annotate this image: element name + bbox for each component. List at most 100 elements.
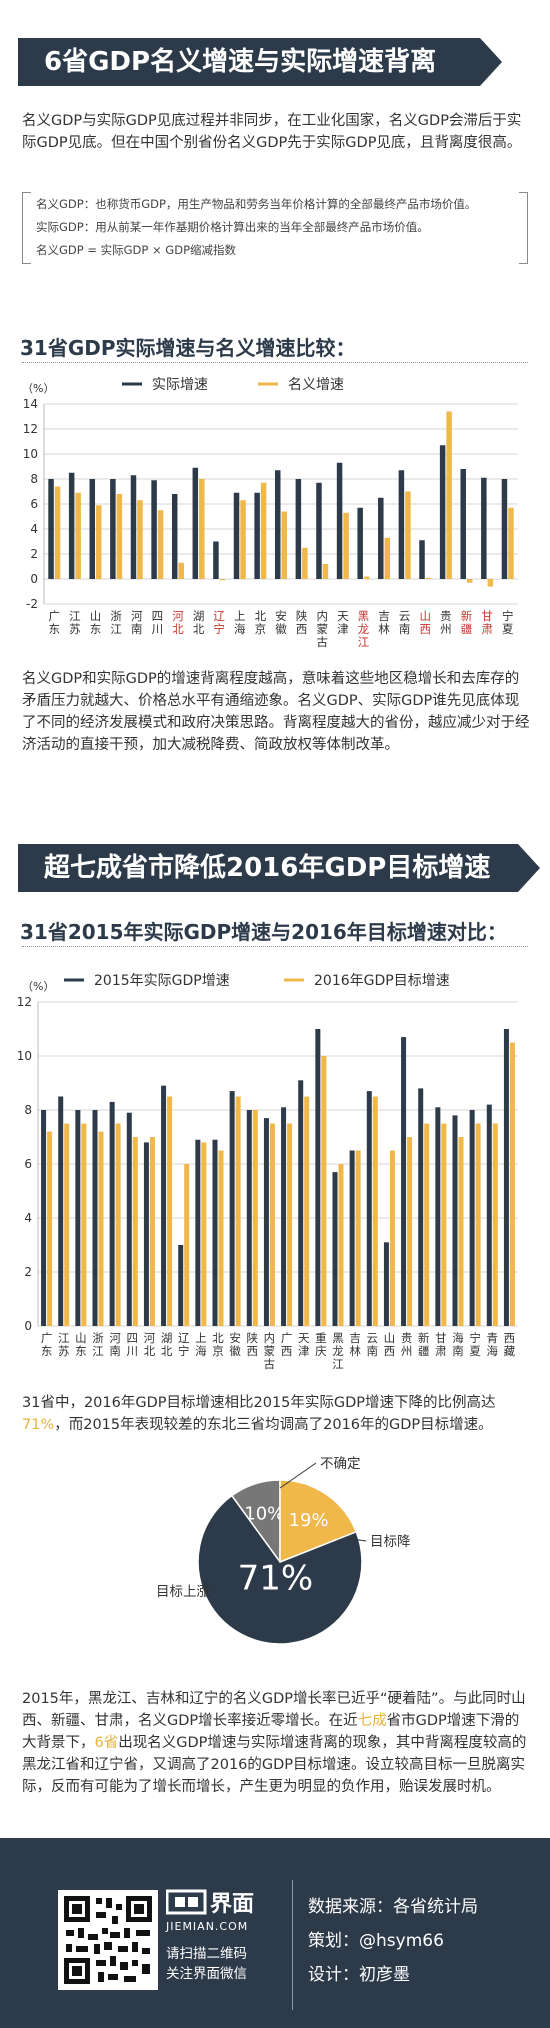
bar-b: [219, 579, 226, 581]
x-tick-label: 河北: [172, 609, 184, 636]
bar-a: [246, 1110, 252, 1326]
bar-b: [407, 1137, 413, 1326]
bar-a: [143, 1142, 149, 1326]
bar-b: [75, 492, 81, 579]
bar-b: [338, 1164, 344, 1326]
x-tick-label: 宁夏: [469, 1331, 481, 1358]
y-tick-label: 8: [24, 1103, 32, 1117]
bar-b: [287, 1123, 293, 1326]
bar-a: [469, 1110, 475, 1326]
x-tick-label: 河南: [109, 1331, 121, 1358]
definition-box: 名义GDP：也称货币GDP，用生产物品和劳务当年价格计算的全部最终产品市场价值。…: [22, 192, 528, 264]
bracket-left: [22, 192, 31, 264]
bar-b: [260, 482, 267, 579]
bar-b: [446, 411, 452, 579]
y-axis-unit: （%）: [22, 980, 54, 993]
bar-b: [508, 507, 514, 579]
x-tick-label: 重庆: [315, 1331, 327, 1358]
section2-paragraph1: 31省中，2016年GDP目标增速相比2015年实际GDP增速下降的比例高达 71…: [22, 1392, 530, 1436]
y-tick-label: 2: [30, 547, 38, 561]
bar-a: [298, 1080, 304, 1326]
y-tick-label: 12: [23, 422, 38, 436]
pie-category-label: 目标降低: [370, 1534, 410, 1550]
bar-a: [75, 1110, 81, 1326]
legend-label: 2016年GDP目标增速: [314, 973, 450, 989]
pie-slice: [279, 1479, 358, 1564]
x-tick-label: 海南: [452, 1331, 464, 1358]
bar-a: [439, 445, 446, 579]
x-tick-label: 新疆: [461, 609, 473, 636]
y-tick-label: 0: [24, 1319, 32, 1333]
x-tick-label: 黑龙江: [332, 1331, 344, 1371]
qr-code[interactable]: [58, 1890, 158, 1990]
bar-a: [275, 470, 281, 579]
p1-highlight: 71%: [22, 1417, 55, 1433]
bar-b: [64, 1123, 70, 1326]
p2-text-c: 出现名义GDP增速与实际增速背离的现象，其中背离程度较高的黑龙江省和辽宁省，又调…: [22, 1735, 527, 1795]
bar-b: [389, 1150, 395, 1326]
bar-b: [343, 512, 349, 579]
footer-divider: [292, 1880, 293, 2010]
bar-a: [151, 480, 157, 579]
bar-b: [424, 1123, 430, 1326]
bar-a: [110, 479, 116, 579]
bar-b: [149, 1137, 155, 1326]
bar-b: [425, 577, 432, 579]
y-tick-label: 14: [23, 397, 38, 411]
x-tick-label: 浙江: [110, 609, 122, 636]
footer-scan-line: 请扫描二维码: [166, 1946, 247, 1962]
bar-a: [486, 1104, 492, 1326]
y-tick-label: 10: [18, 1049, 32, 1063]
bar-a: [418, 1088, 424, 1326]
x-tick-label: 宁夏: [502, 609, 514, 636]
x-tick-label: 甘肃: [481, 609, 493, 636]
pie-value-label: 19%: [289, 1510, 329, 1531]
bar-a: [178, 1245, 184, 1326]
qr-code-icon: [64, 1896, 152, 1984]
x-tick-label: 上海: [195, 1331, 207, 1358]
x-tick-label: 天津: [337, 609, 349, 636]
y-tick-label: 12: [18, 995, 32, 1009]
bar-a: [419, 540, 425, 579]
bar-a: [481, 477, 487, 579]
y-tick-label: 6: [30, 497, 38, 511]
bar-b: [96, 505, 102, 579]
x-tick-label: 黑龙江: [358, 609, 370, 649]
x-tick-label: 内蒙古: [316, 609, 328, 649]
bar-a: [41, 1110, 47, 1326]
bar-b: [487, 579, 494, 587]
bar-b: [355, 1150, 361, 1326]
bar-a: [212, 1139, 218, 1326]
bar-a: [89, 479, 96, 579]
bar-a: [401, 1037, 407, 1326]
definition-nominal: 名义GDP：也称货币GDP，用生产物品和劳务当年价格计算的全部最终产品市场价值。: [36, 197, 477, 211]
bar-a: [398, 470, 405, 579]
y-tick-label: 10: [23, 447, 38, 461]
bar-a: [48, 479, 54, 579]
chart1-svg: （%） -2 0 2 4 6 8 10 12 14 实际增速 名义增速广东江苏山东浙江河南四川河北湖北…: [22, 377, 518, 649]
x-tick-label: 四川: [127, 1331, 138, 1358]
y-tick-label: 4: [30, 522, 38, 536]
legend-label: 名义增速: [288, 377, 344, 393]
x-tick-label: 广东: [49, 609, 61, 636]
x-tick-label: 内蒙古: [264, 1331, 276, 1371]
x-tick-label: 上海: [234, 609, 246, 636]
bar-a: [357, 507, 363, 579]
x-tick-label: 云南: [367, 1331, 379, 1358]
y-tick-label: -2: [26, 597, 38, 611]
bar-a: [435, 1107, 441, 1326]
x-tick-label: 安徽: [275, 609, 287, 636]
chart1-title: 31省GDP实际增速与名义增速比较：: [20, 336, 356, 360]
x-tick-label: 山东: [90, 609, 102, 636]
x-tick-label: 北京: [255, 609, 267, 636]
x-tick-label: 湖北: [161, 1331, 173, 1358]
y-tick-label: 0: [30, 572, 38, 586]
x-tick-label: 河北: [144, 1331, 156, 1358]
x-tick-label: 浙江: [92, 1331, 104, 1358]
bar-b: [116, 494, 123, 579]
bar-b: [235, 1096, 241, 1326]
definition-formula: 名义GDP = 实际GDP × GDP缩减指数: [36, 243, 236, 257]
section2-paragraph2: 2015年，黑龙江、吉林和辽宁的名义GDP增长率已近乎“硬着陆”。与此同时山西、…: [22, 1688, 530, 1798]
bar-a: [315, 1029, 321, 1326]
x-tick-label: 江苏: [69, 609, 81, 636]
